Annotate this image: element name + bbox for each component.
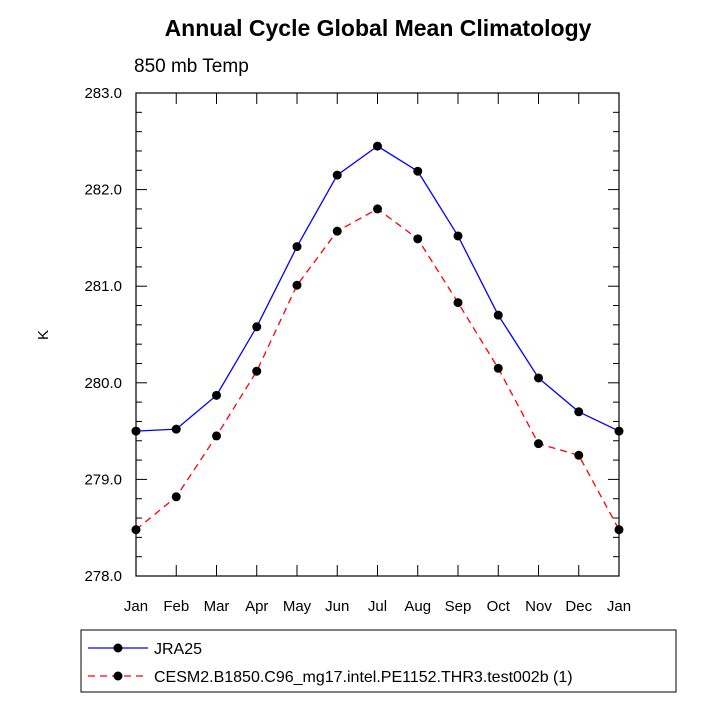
x-tick-label: Jul xyxy=(368,598,387,615)
x-tick-label: Nov xyxy=(525,598,552,615)
x-tick-label: Sep xyxy=(445,598,472,615)
series-1-point xyxy=(574,407,584,417)
x-tick-label: Oct xyxy=(487,598,511,615)
y-tick-label: 281.0 xyxy=(84,278,122,295)
y-tick-label: 282.0 xyxy=(84,182,122,199)
series-2-point xyxy=(332,226,342,236)
series-1-point xyxy=(212,390,221,400)
x-tick-label: May xyxy=(283,598,312,615)
chart-subtitle: 850 mb Temp xyxy=(134,56,249,77)
series-1-point xyxy=(292,242,302,252)
series-1-point xyxy=(252,322,262,332)
series-2-point xyxy=(574,450,584,460)
series-1-point xyxy=(373,141,382,151)
x-tick-label: Aug xyxy=(404,598,431,615)
y-axis-label: K xyxy=(35,330,52,340)
x-tick-label: Jan xyxy=(607,598,631,615)
legend-marker-2 xyxy=(113,671,123,681)
legend-label-2: CESM2.B1850.C96_mg17.intel.PE1152.THR3.t… xyxy=(154,669,573,686)
x-tick-label: Mar xyxy=(204,598,230,615)
series-2-point xyxy=(171,492,181,502)
series-2-point xyxy=(373,204,382,214)
y-tick-label: 280.0 xyxy=(84,375,122,392)
x-tick-label: Feb xyxy=(163,598,189,615)
legend-box xyxy=(80,629,677,693)
series-2-point xyxy=(413,234,423,244)
plot-frame xyxy=(135,92,620,577)
y-tick-label: 279.0 xyxy=(84,471,122,488)
series-line-2 xyxy=(135,208,620,531)
legend-marker-1 xyxy=(113,643,123,653)
series-1-point xyxy=(534,373,543,383)
series-1-point xyxy=(493,310,503,320)
series-2-point xyxy=(212,431,221,441)
series-2-point xyxy=(252,366,262,376)
legend-label-1: JRA25 xyxy=(154,641,202,658)
y-tick-label: 283.0 xyxy=(84,85,122,102)
series-1-point xyxy=(413,166,423,176)
series-2-point xyxy=(453,298,463,308)
series-1-point xyxy=(453,231,463,241)
series-1-point xyxy=(171,424,181,434)
y-tick-label: 278.0 xyxy=(84,568,122,585)
chart-title: Annual Cycle Global Mean Climatology xyxy=(165,15,592,41)
x-tick-label: Jun xyxy=(325,598,349,615)
series-2-point xyxy=(534,439,543,449)
series-line-1 xyxy=(135,145,620,432)
plot-area: 278.0 279.0 280.0 281.0 282.0 283.0 Jan Feb Mar A… xyxy=(84,85,631,615)
legend: JRA25 CESM2.B1850.C96_mg17.intel.PE1152.T… xyxy=(80,629,677,693)
x-tick-label: Apr xyxy=(245,598,268,615)
series-1-point xyxy=(332,170,342,180)
x-tick-label: Jan xyxy=(124,598,148,615)
x-tick-label: Dec xyxy=(565,598,592,615)
series-2-point xyxy=(493,363,503,373)
series-2-point xyxy=(292,280,302,290)
